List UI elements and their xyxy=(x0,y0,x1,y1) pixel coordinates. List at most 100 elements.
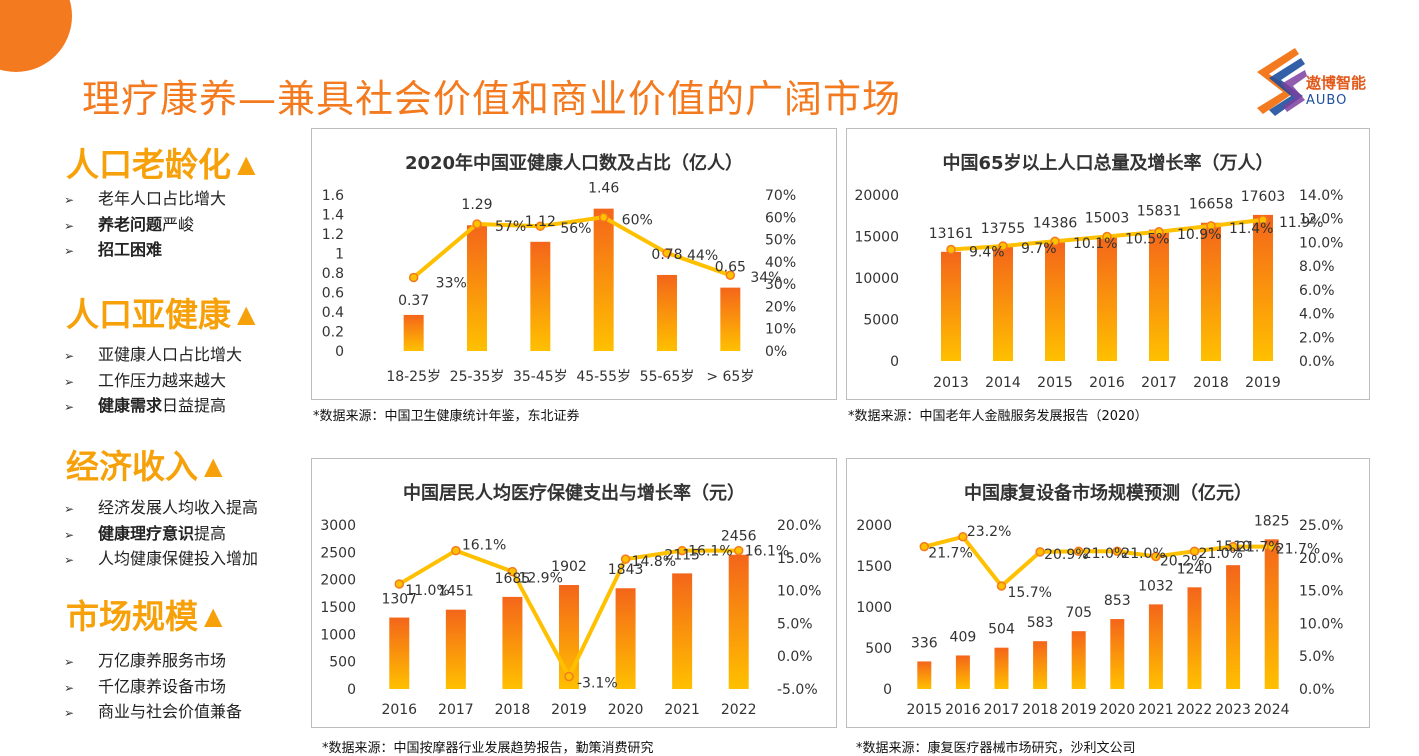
left-axis-tick-label: 0 xyxy=(890,354,899,370)
arrow-bullet-icon: ➢ xyxy=(64,655,75,669)
bullet-list-income: ➢ 经济发展人均收入提高 ➢ 健康理疗意识提高 ➢ 人均健康保健投入增加 xyxy=(64,495,258,572)
corner-decoration xyxy=(0,0,72,72)
left-axis-tick-label: 0.6 xyxy=(322,286,344,302)
category-tick-label: 18-25岁 xyxy=(386,369,441,385)
left-axis-tick-label: 1.6 xyxy=(322,188,344,204)
list-item: ➢ 养老问题严峻 xyxy=(64,212,226,238)
right-axis-tick-label: 60% xyxy=(765,210,796,226)
right-axis-tick-label: 25.0% xyxy=(1299,518,1343,534)
line-point xyxy=(996,581,1007,591)
bar-mark xyxy=(941,251,961,361)
chart-rehab-market: 05001000150020000.0%5.0%10.0%15.0%20.0%2… xyxy=(856,513,1343,718)
arrow-bullet-icon: ➢ xyxy=(64,502,75,516)
chart-panel-rehab-market: 中国康复设备市场规模预测（亿元） 0 500 1000 1500 2000 0.0% 5.0… xyxy=(846,458,1370,728)
bar-mark xyxy=(1187,587,1202,689)
right-axis-tick-label: 14.0% xyxy=(1299,188,1343,204)
bar-mark xyxy=(917,661,932,689)
bar-data-label: 1.46 xyxy=(588,181,619,197)
arrow-bullet-icon: ➢ xyxy=(64,349,75,363)
right-axis-tick-label: 10.0% xyxy=(1299,616,1343,632)
line-point xyxy=(1112,546,1123,556)
left-axis-tick-label: 0 xyxy=(347,682,356,698)
up-triangle-icon: ▲ xyxy=(237,300,256,328)
line-point xyxy=(1189,546,1200,556)
line-data-label: 11.9% xyxy=(1279,215,1323,231)
left-axis-tick-label: 3000 xyxy=(320,518,356,534)
bar-mark xyxy=(530,241,551,351)
bar-data-label: 1.12 xyxy=(525,214,556,230)
category-tick-label: 2016 xyxy=(1089,375,1125,391)
chart-source: *数据来源：中国按摩器行业发展趋势报告，勤策消费研究 xyxy=(322,741,654,756)
line-data-label: 21.0% xyxy=(1121,546,1165,562)
line-data-label: 44% xyxy=(687,248,718,264)
right-axis-tick-label: -5.0% xyxy=(777,682,818,698)
right-axis-tick-label: 0% xyxy=(765,344,787,360)
arrow-bullet-icon: ➢ xyxy=(64,218,75,233)
arrow-bullet-icon: ➢ xyxy=(64,193,75,207)
line-data-label: 9.4% xyxy=(969,245,1005,261)
bar-data-label: 13161 xyxy=(929,226,974,242)
up-triangle-icon: ▲ xyxy=(237,150,256,178)
list-item: ➢ 健康理疗意识提高 xyxy=(64,521,258,547)
line-point xyxy=(451,545,461,556)
left-axis-tick-label: 1500 xyxy=(856,559,892,575)
category-tick-label: 45-55岁 xyxy=(576,369,631,385)
category-tick-label: 55-65岁 xyxy=(640,369,695,385)
chart-source: *数据来源：康复医疗器械市场研究，沙利文公司 xyxy=(856,741,1136,756)
bar-mark xyxy=(1071,631,1086,689)
arrow-bullet-icon: ➢ xyxy=(64,527,75,542)
right-axis-tick-label: 6.0% xyxy=(1299,283,1335,299)
category-tick-label: 2018 xyxy=(495,702,531,718)
bullet-list-market: ➢ 万亿康养服务市场 ➢ 千亿康养设备市场 ➢ 商业与社会价值兼备 xyxy=(64,648,242,725)
bar-data-label: 1902 xyxy=(551,559,587,575)
chart-title: 中国居民人均医疗保健支出与增长率（元） xyxy=(403,483,745,504)
bar-mark xyxy=(993,246,1013,361)
left-axis-tick-label: 15000 xyxy=(854,230,899,246)
category-tick-label: 2013 xyxy=(933,375,969,391)
bullet-bold-text: 招工困难 xyxy=(98,240,163,259)
list-item: ➢ 千亿康养设备市场 xyxy=(64,674,242,700)
line-data-label: -3.1% xyxy=(577,676,618,692)
right-axis-tick-label: 0.0% xyxy=(1299,354,1335,370)
left-axis-tick-label: 0.2 xyxy=(322,325,344,341)
bar-data-label: 2115 xyxy=(664,547,700,563)
bar-data-label: 1032 xyxy=(1138,578,1174,594)
section-heading-market: 市场规模 ▲ xyxy=(66,590,222,638)
bar-mark xyxy=(615,588,636,689)
left-axis-tick-label: 1000 xyxy=(856,600,892,616)
right-axis-tick-label: 0.0% xyxy=(777,649,813,665)
category-tick-label: 2014 xyxy=(985,375,1021,391)
arrow-bullet-icon: ➢ xyxy=(64,553,75,567)
bar-data-label: 1451 xyxy=(438,584,474,600)
bullet-bold-text: 健康理疗意识 xyxy=(98,523,195,543)
bar-mark xyxy=(467,225,487,351)
line-data-label: 21.7% xyxy=(928,546,972,562)
line-point xyxy=(472,219,482,229)
line-point xyxy=(733,545,744,556)
category-tick-label: 2023 xyxy=(1215,702,1251,718)
category-tick-label: 2015 xyxy=(1037,375,1073,391)
right-axis-tick-label: 20.0% xyxy=(777,518,821,534)
line-data-label: 21.0% xyxy=(1083,546,1127,562)
bullet-text: 严峻 xyxy=(162,214,195,234)
line-point xyxy=(1228,541,1238,552)
arrow-bullet-icon: ➢ xyxy=(64,400,75,414)
line-point xyxy=(677,545,687,556)
bullet-list-aging: ➢ 老年人口占比增大 ➢ 养老问题严峻 ➢ 招工困难 xyxy=(64,186,226,263)
bar-mark xyxy=(403,314,424,351)
right-axis-tick-label: 70% xyxy=(765,188,796,204)
bar-data-label: 0.65 xyxy=(715,260,746,276)
line-point xyxy=(598,212,609,223)
bar-mark xyxy=(994,647,1009,689)
left-axis-tick-label: 1000 xyxy=(320,627,356,643)
bar-data-label: 17603 xyxy=(1241,189,1286,205)
line-data-label: 21.0% xyxy=(1199,546,1243,562)
category-tick-label: 2018 xyxy=(1022,702,1058,718)
left-axis-tick-label: 2000 xyxy=(856,518,892,534)
list-item: ➢ 商业与社会价值兼备 xyxy=(64,699,242,725)
right-axis-tick-label: 30% xyxy=(765,277,796,293)
bullet-text: 商业与社会价值兼备 xyxy=(98,702,243,721)
bar-data-label: 1685 xyxy=(495,571,531,587)
category-tick-label: 2022 xyxy=(721,702,757,718)
page-title: 理疗康养—兼具社会价值和商业价值的广阔市场 xyxy=(82,77,902,121)
